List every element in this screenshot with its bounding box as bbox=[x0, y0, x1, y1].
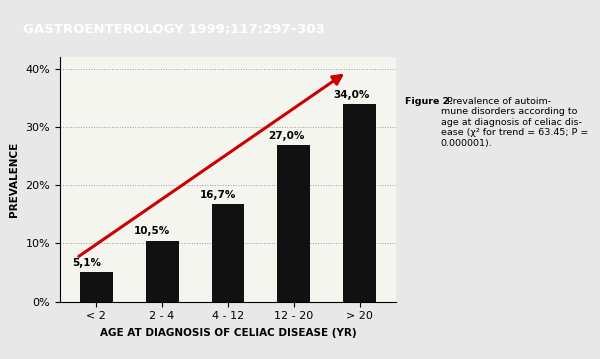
Text: GASTROENTEROLOGY 1999;117:297–303: GASTROENTEROLOGY 1999;117:297–303 bbox=[23, 23, 325, 36]
Text: 27,0%: 27,0% bbox=[268, 131, 304, 141]
Text: 10,5%: 10,5% bbox=[134, 227, 170, 237]
Text: 34,0%: 34,0% bbox=[334, 90, 370, 100]
Bar bbox=[80, 272, 113, 302]
Text: 5,1%: 5,1% bbox=[72, 258, 101, 268]
Text: Prevalence of autoim-
mune disorders according to
age at diagnosis of celiac dis: Prevalence of autoim- mune disorders acc… bbox=[440, 97, 588, 148]
Bar bbox=[343, 104, 376, 302]
Bar bbox=[212, 205, 244, 302]
Y-axis label: PREVALENCE: PREVALENCE bbox=[8, 142, 19, 217]
Bar bbox=[277, 145, 310, 302]
X-axis label: AGE AT DIAGNOSIS OF CELIAC DISEASE (YR): AGE AT DIAGNOSIS OF CELIAC DISEASE (YR) bbox=[100, 328, 356, 338]
Text: 16,7%: 16,7% bbox=[200, 190, 236, 200]
Bar bbox=[146, 241, 179, 302]
Text: Figure 2.: Figure 2. bbox=[405, 97, 453, 106]
